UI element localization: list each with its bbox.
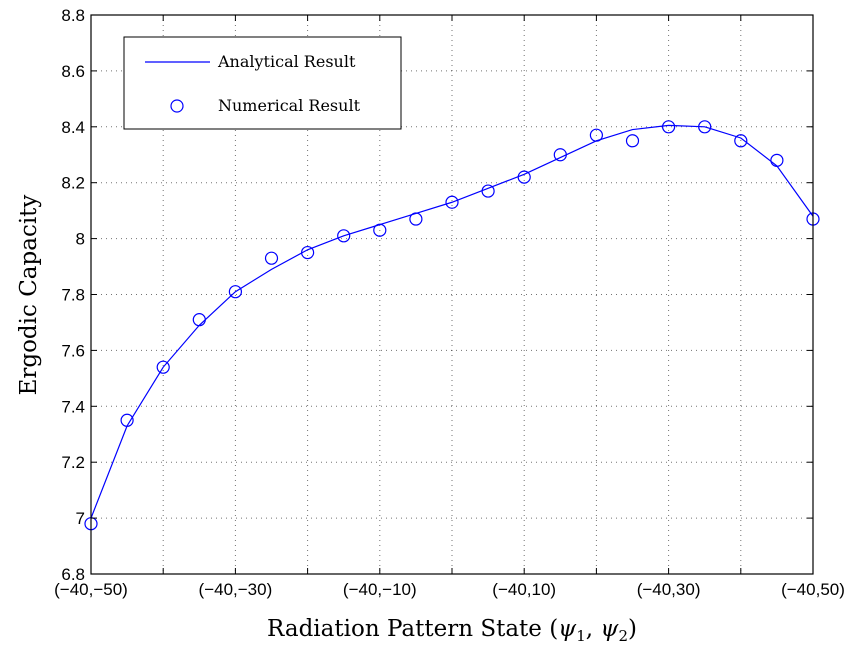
data-point-numerical (156, 360, 170, 374)
data-point-numerical (589, 128, 604, 142)
ticks: 6.8 7 7.2 7.4 7.6 7.8 8 8.2 8.4 8.6 8.8 (−40,−50) (−… (54, 6, 845, 599)
data-point-numerical (734, 134, 748, 148)
y-tick-label: 8.4 (61, 118, 85, 137)
data-point-numerical (445, 195, 459, 209)
y-tick-label: 8.6 (61, 62, 85, 81)
data-point-numerical (301, 245, 315, 260)
legend-box (123, 36, 402, 130)
data-point-numerical (517, 170, 531, 184)
legend: Analytical Result Numerical Result (123, 36, 402, 130)
legend-label-numerical: Numerical Result (218, 96, 361, 115)
y-tick-label: 6.8 (61, 565, 85, 584)
y-tick-label: 7 (76, 509, 85, 528)
y-tick-label: 7.6 (61, 341, 85, 360)
data-point-numerical (553, 148, 567, 162)
data-point-numerical (373, 223, 387, 237)
y-tick-label: 7.4 (61, 397, 85, 416)
y-tick-label: 8 (76, 230, 85, 249)
data-point-numerical (264, 251, 279, 265)
data-point-numerical (409, 212, 423, 226)
data-point-numerical (625, 134, 640, 148)
y-tick-label: 7.2 (61, 453, 85, 472)
x-tick-label: (−40,50) (781, 580, 845, 599)
legend-marker-swatch (170, 99, 184, 113)
y-tick-label: 8.8 (61, 6, 85, 25)
x-tick-label: (−40,−50) (54, 580, 128, 599)
data-point-numerical (770, 153, 784, 167)
data-point-numerical (192, 313, 206, 327)
data-point-numerical (698, 120, 712, 134)
data-point-numerical (120, 413, 134, 427)
x-tick-label: (−40,10) (492, 580, 556, 599)
x-tick-label: (−40,−10) (343, 580, 417, 599)
x-tick-label: (−40,−30) (199, 580, 273, 599)
y-tick-label: 7.8 (61, 286, 85, 305)
series-line-analytical (90, 124, 814, 519)
data-point-numerical (228, 285, 242, 299)
x-tick-label: (−40,30) (637, 580, 701, 599)
y-axis-title: Ergodic Capacity (16, 195, 42, 396)
data-point-numerical (661, 120, 676, 134)
x-axis-title: Radiation Pattern State (ψ1, ψ2) (267, 616, 637, 645)
data-point-numerical (337, 229, 351, 243)
legend-label-analytical: Analytical Result (217, 52, 356, 71)
data-point-numerical (481, 184, 495, 198)
y-tick-label: 8.2 (61, 174, 85, 193)
